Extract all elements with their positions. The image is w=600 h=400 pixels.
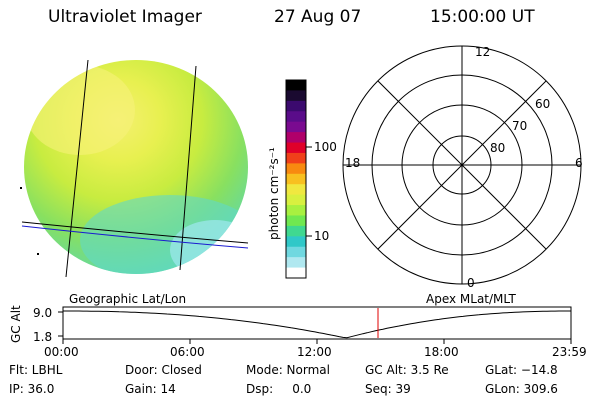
polar-label-60: 60: [535, 97, 551, 111]
colorbar-cell: [286, 100, 306, 112]
colorbar-cell: [286, 225, 306, 237]
polar-label-12: 12: [475, 45, 491, 59]
latitude-line-blue: [21, 225, 249, 249]
colorbar-cell: [286, 173, 306, 185]
altitude-curve: [63, 310, 571, 339]
colorbar-cell: [286, 184, 306, 196]
status-filter: Flt: LBHL: [9, 363, 63, 377]
status-gain: Gain: 14: [125, 382, 176, 396]
colorbar-cell: [286, 257, 306, 269]
polar-label-0: 0: [467, 276, 475, 290]
colorbar-cell: [286, 152, 306, 164]
colorbar-cell: [286, 142, 306, 154]
latitude-line: [21, 221, 249, 244]
colorbar-cell: [286, 121, 306, 133]
status-dsp: Dsp: 0.0: [246, 382, 312, 396]
colorbar-cell: [286, 205, 306, 217]
polar-label-70: 70: [512, 119, 528, 133]
colorbar-tick-100: 100: [314, 140, 337, 154]
track-ytick-1-8: 1.8: [33, 330, 53, 344]
status-mode: Mode: Normal: [246, 363, 330, 377]
colorbar-cell: [286, 236, 306, 248]
track-xtick-1800: 18:00: [424, 345, 459, 359]
colorbar-cell: [286, 246, 306, 258]
time-label: 15:00:00 UT: [430, 7, 535, 27]
status-ip: IP: 36.0: [9, 382, 55, 396]
status-seq: Seq: 39: [365, 382, 411, 396]
polar-label-18: 18: [345, 156, 361, 170]
colorbar-cell: [286, 132, 306, 144]
status-door: Door: Closed: [125, 363, 202, 377]
track-xtick-1200: 12:00: [297, 345, 332, 359]
colorbar-cell: [286, 194, 306, 206]
meridian-line: [65, 59, 89, 278]
track-ytick-9: 9.0: [33, 306, 53, 320]
colorbar-cell: [286, 80, 306, 92]
colorbar-cell: [286, 90, 306, 102]
track-right-label: Apex MLat/MLT: [426, 292, 516, 306]
track-xtick-0000: 00:00: [44, 345, 79, 359]
colorbar-cell: [286, 111, 306, 123]
track-left-label: Geographic Lat/Lon: [69, 292, 187, 306]
colorbar-cell: [286, 267, 306, 279]
instrument-title: Ultraviolet Imager: [48, 7, 202, 27]
polar-label-80: 80: [490, 141, 506, 155]
colorbar-tick-10: 10: [314, 229, 330, 243]
colorbar-cell: [286, 215, 306, 227]
status-glon: GLon: 309.6: [485, 382, 558, 396]
status-glat: GLat: −14.8: [485, 363, 558, 377]
status-gc-alt: GC Alt: 3.5 Re: [365, 363, 449, 377]
polar-label-6: 6: [575, 156, 583, 170]
date-label: 27 Aug 07: [274, 7, 362, 27]
meridian-line: [179, 65, 197, 271]
track-xtick-0600: 06:00: [170, 345, 205, 359]
colorbar-cell: [286, 163, 306, 175]
track-xtick-2359: 23:59: [552, 345, 587, 359]
